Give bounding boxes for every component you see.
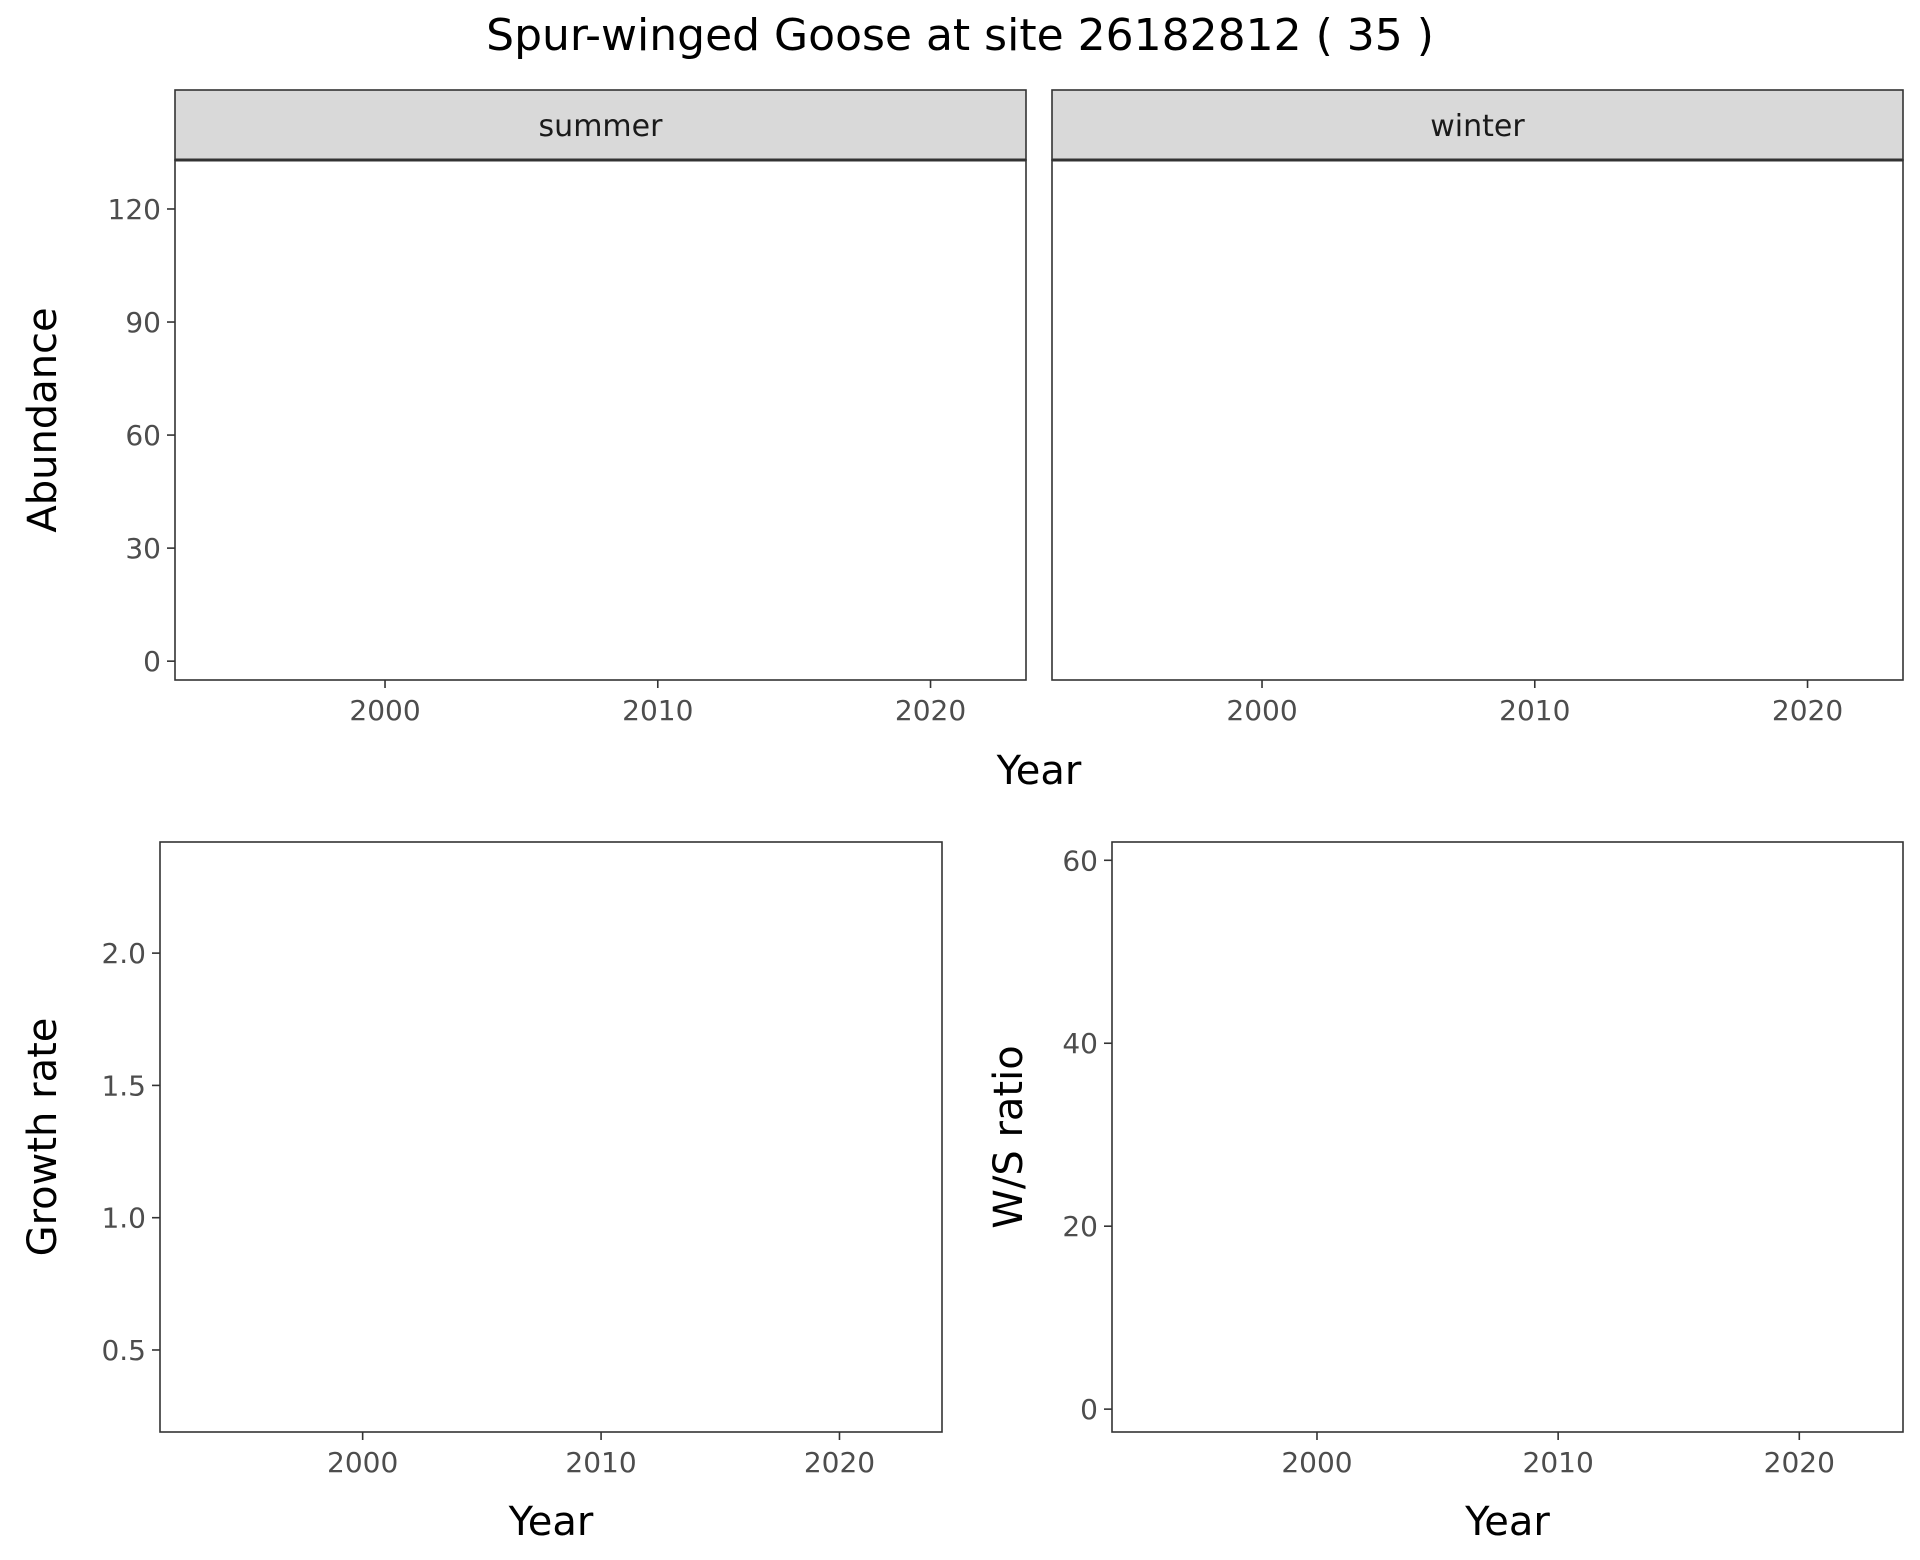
y-tick-label: 30 [125,532,161,565]
y-tick-label: 1.5 [101,1069,146,1102]
y-tick-label: 2.0 [101,937,146,970]
y-tick-label: 40 [1062,1027,1098,1060]
panel-ws-ratio: 2000 2010 2020 0 20 40 60 W/S ratio Year [986,841,1904,1545]
facet-label: winter [1430,109,1525,144]
y-tick-label: 0 [1080,1393,1098,1426]
x-tick-label: 2010 [1499,694,1570,727]
y-axis-title: Growth rate [20,1018,66,1257]
y-axis-title: W/S ratio [986,1045,1032,1228]
panel-growth-rate: 2000 2010 2020 0.5 1.0 1.5 2.0 Growth rate Year [20,841,943,1545]
y-tick-label: 60 [125,419,161,452]
x-tick-label: 2010 [1523,1446,1594,1479]
x-tick-label: 2020 [1772,694,1843,727]
x-tick-label: 2020 [1764,1446,1835,1479]
y-tick-label: 20 [1062,1210,1098,1243]
facet-label: summer [539,109,664,144]
panel-border [1111,841,1904,1433]
y-tick-label: 0.5 [101,1334,146,1367]
x-tick-label: 2000 [1226,694,1297,727]
y-tick-label: 90 [125,306,161,339]
panel-border [1051,159,1904,681]
panel-border [174,159,1027,681]
panel-abundance-summer: summer 2000 2010 2020 0 30 60 90 120 Abundance [20,89,1027,727]
x-axis-title-shared: Year [996,748,1082,794]
facet-strip [174,89,1027,161]
x-tick-label: 2020 [804,1446,875,1479]
y-tick-label: 60 [1062,844,1098,877]
x-tick-label: 2010 [565,1446,636,1479]
x-tick-label: 2010 [622,694,693,727]
x-tick-label: 2000 [1281,1446,1352,1479]
figure-title: Spur-winged Goose at site 26182812 ( 35 … [486,10,1434,61]
chart-panels: summer 2000 2010 2020 0 30 60 90 120 Abundance win… [20,89,1904,1545]
y-tick-label: 120 [108,193,161,226]
x-axis-title: Year [1464,1499,1550,1545]
x-tick-label: 2000 [327,1446,398,1479]
x-axis-title: Year [508,1499,594,1545]
panel-abundance-winter: winter 2000 2010 2020 [1051,89,1904,727]
y-axis-title: Abundance [20,307,66,532]
y-tick-label: 0 [143,645,161,678]
x-tick-label: 2020 [895,694,966,727]
x-tick-label: 2000 [349,694,420,727]
panel-border [159,841,943,1433]
y-tick-label: 1.0 [101,1202,146,1235]
